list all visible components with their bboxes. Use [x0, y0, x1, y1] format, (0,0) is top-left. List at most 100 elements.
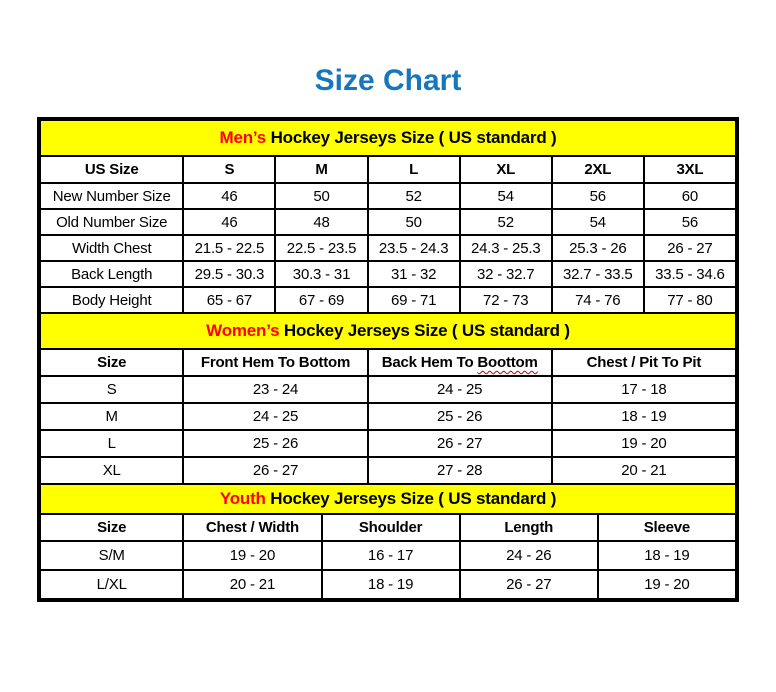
table-cell: 18 - 19: [596, 540, 738, 571]
youth-section-title: Youth Hockey Jerseys Size ( US standard …: [39, 483, 737, 515]
table-cell: 25 - 26: [182, 429, 369, 458]
table-cell: 21.5 - 22.5: [182, 234, 277, 262]
table-cell: 18 - 19: [550, 402, 738, 431]
row-label: L: [38, 429, 185, 458]
table-row: Body Height 65 - 67 67 - 69 69 - 71 72 - 73 7…: [38, 286, 738, 314]
table-cell: 72 - 73: [458, 286, 553, 314]
row-label: L/XL: [38, 569, 185, 600]
table-row: Old Number Size 46 48 50 52 54 56: [38, 208, 738, 236]
row-label: Width Chest: [38, 234, 185, 262]
column-header: 2XL: [550, 155, 645, 184]
table-cell: 52: [458, 208, 553, 236]
row-label: Body Height: [38, 286, 185, 314]
table-cell: 18 - 19: [320, 569, 461, 600]
table-cell: 26 - 27: [182, 456, 369, 485]
youth-size-table: Youth Hockey Jerseys Size ( US standard …: [38, 483, 738, 600]
table-cell: 20 - 21: [182, 569, 323, 600]
table-cell: 60: [642, 182, 738, 210]
table-cell: 26 - 27: [642, 234, 738, 262]
column-header: Sleeve: [596, 513, 738, 542]
table-cell: 16 - 17: [320, 540, 461, 571]
table-cell: 67 - 69: [274, 286, 369, 314]
table-cell: 24 - 26: [458, 540, 599, 571]
table-row: S/M 19 - 20 16 - 17 24 - 26 18 - 19: [38, 540, 738, 571]
row-label: XL: [38, 456, 185, 485]
table-cell: 24.3 - 25.3: [458, 234, 553, 262]
table-row: Width Chest 21.5 - 22.5 22.5 - 23.5 23.5 - …: [38, 234, 738, 262]
table-cell: 19 - 20: [596, 569, 738, 600]
mens-size-table: Men’s Hockey Jerseys Size ( US standard …: [38, 119, 738, 314]
column-header: Size: [38, 513, 185, 542]
table-cell: 77 - 80: [642, 286, 738, 314]
column-header: Chest / Pit To Pit: [550, 348, 738, 377]
table-cell: 54: [458, 182, 553, 210]
table-row: M 24 - 25 25 - 26 18 - 19: [38, 402, 738, 431]
table-cell: 48: [274, 208, 369, 236]
table-cell: 56: [550, 182, 645, 210]
table-cell: 46: [182, 208, 277, 236]
row-label: Old Number Size: [38, 208, 185, 236]
table-cell: 26 - 27: [458, 569, 599, 600]
table-row: L/XL 20 - 21 18 - 19 26 - 27 19 - 20: [38, 569, 738, 600]
table-cell: 74 - 76: [550, 286, 645, 314]
table-cell: 50: [274, 182, 369, 210]
row-label: New Number Size: [38, 182, 185, 210]
table-cell: 30.3 - 31: [274, 260, 369, 288]
page-title: Size Chart: [314, 64, 462, 97]
column-header: Shoulder: [320, 513, 461, 542]
womens-section-title: Women’s Hockey Jerseys Size ( US standar…: [39, 312, 737, 350]
youth-section-band: Youth Hockey Jerseys Size ( US standard …: [39, 483, 737, 515]
table-cell: 50: [366, 208, 461, 236]
table-cell: 19 - 20: [550, 429, 738, 458]
column-header: US Size: [38, 155, 185, 184]
column-header: Length: [458, 513, 599, 542]
table-cell: 31 - 32: [366, 260, 461, 288]
table-cell: 22.5 - 23.5: [274, 234, 369, 262]
section-title-rest: Hockey Jerseys Size ( US standard ): [266, 128, 557, 147]
table-row: Back Length 29.5 - 30.3 30.3 - 31 31 - 32 32…: [38, 260, 738, 288]
table-cell: 23 - 24: [182, 375, 369, 404]
mens-header-row: US Size S M L XL 2XL 3XL: [38, 155, 738, 184]
womens-size-table: Women’s Hockey Jerseys Size ( US standar…: [38, 312, 738, 485]
section-title-rest: Hockey Jerseys Size ( US standard ): [265, 489, 557, 508]
section-title-rest: Hockey Jerseys Size ( US standard ): [279, 321, 570, 340]
table-cell: 27 - 28: [366, 456, 553, 485]
table-cell: 23.5 - 24.3: [366, 234, 461, 262]
misspelled-word: Boottom: [477, 354, 538, 371]
column-header: S: [182, 155, 277, 184]
section-highlight-word: Men’s: [219, 128, 267, 147]
row-label: S: [38, 375, 185, 404]
mens-section-band: Men’s Hockey Jerseys Size ( US standard …: [39, 119, 737, 157]
section-highlight-word: Youth: [219, 489, 266, 508]
table-cell: 24 - 25: [182, 402, 369, 431]
table-row: S 23 - 24 24 - 25 17 - 18: [38, 375, 738, 404]
table-cell: 33.5 - 34.6: [642, 260, 738, 288]
column-header: 3XL: [642, 155, 738, 184]
table-cell: 26 - 27: [366, 429, 553, 458]
womens-header-row: Size Front Hem To Bottom Back Hem To Boott…: [38, 348, 738, 377]
table-row: XL 26 - 27 27 - 28 20 - 21: [38, 456, 738, 485]
column-header: Chest / Width: [182, 513, 323, 542]
column-header: Front Hem To Bottom: [182, 348, 369, 377]
table-cell: 25 - 26: [366, 402, 553, 431]
table-cell: 65 - 67: [182, 286, 277, 314]
column-header: M: [274, 155, 369, 184]
table-cell: 25.3 - 26: [550, 234, 645, 262]
table-row: New Number Size 46 50 52 54 56 60: [38, 182, 738, 210]
column-header: Back Hem To Boottom: [366, 348, 553, 377]
size-tables: Men’s Hockey Jerseys Size ( US standard …: [37, 117, 739, 602]
column-header: XL: [458, 155, 553, 184]
table-cell: 20 - 21: [550, 456, 738, 485]
table-cell: 17 - 18: [550, 375, 738, 404]
table-cell: 52: [366, 182, 461, 210]
womens-section-band: Women’s Hockey Jerseys Size ( US standar…: [39, 312, 737, 350]
youth-header-row: Size Chest / Width Shoulder Length Sleeve: [38, 513, 738, 542]
table-cell: 24 - 25: [366, 375, 553, 404]
row-label: S/M: [38, 540, 185, 571]
table-cell: 56: [642, 208, 738, 236]
table-cell: 29.5 - 30.3: [182, 260, 277, 288]
section-highlight-word: Women’s: [206, 321, 280, 340]
table-cell: 54: [550, 208, 645, 236]
table-cell: 46: [182, 182, 277, 210]
